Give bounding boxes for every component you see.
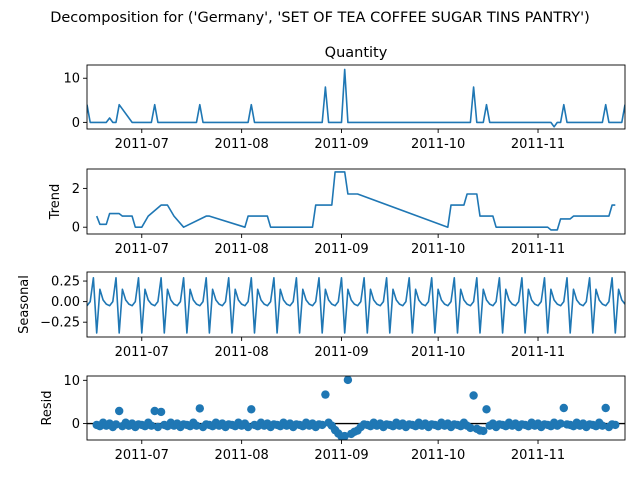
resid-subplot: 2011-07 2011-08 2011-09 2011-10 2011-11 0 10 Re… (40, 374, 626, 463)
seasonal-plot-area (87, 276, 625, 334)
resid-point (115, 406, 124, 416)
y-tick-label: 0 (72, 417, 80, 432)
trend-plot-area (95, 171, 616, 231)
x-tick-label: 2011-09 (314, 242, 368, 257)
resid-point (343, 376, 353, 385)
seasonal-series-line (87, 276, 625, 334)
resid-point (559, 403, 568, 413)
x-tick-label: 2011-08 (214, 137, 268, 152)
x-tick-label: 2011-07 (115, 242, 169, 257)
resid-point (147, 421, 156, 430)
x-tick-label: 2011-11 (511, 137, 565, 152)
seasonal-ylabel: Seasonal (17, 275, 32, 334)
x-tick-label: 2011-08 (214, 345, 268, 360)
trend-subplot: 2011-07 2011-08 2011-09 2011-10 2011-11 0 2 Tre… (48, 168, 626, 257)
resid-point (318, 420, 327, 430)
x-tick-label: 2011-10 (411, 242, 465, 257)
resid-point (156, 407, 166, 417)
y-tick-label: 0 (72, 221, 80, 236)
x-tick-label: 2011-08 (214, 448, 268, 463)
trend-series-line (95, 171, 616, 231)
y-tick-label: 10 (63, 374, 80, 389)
resid-point (340, 431, 349, 440)
resid-point (598, 421, 607, 430)
y-tick-label: 2 (72, 182, 80, 197)
resid-point (153, 422, 163, 432)
quantity-title: Quantity (325, 45, 388, 61)
x-tick-label: 2011-10 (411, 345, 465, 360)
y-tick-label: 0.00 (51, 295, 80, 310)
quantity-series-line (87, 68, 625, 128)
trend-ylabel: Trend (48, 184, 63, 221)
x-tick-label: 2011-07 (115, 448, 169, 463)
resid-point (321, 390, 330, 399)
resid-ylabel: Resid (40, 390, 55, 425)
resid-point (192, 421, 201, 430)
x-tick-label: 2011-10 (411, 137, 465, 152)
y-tick-label: 10 (63, 72, 80, 87)
resid-point (150, 406, 159, 416)
resid-point (111, 420, 121, 429)
x-tick-label: 2011-09 (314, 448, 368, 463)
resid-axes-frame (86, 375, 626, 441)
resid-point (469, 391, 478, 400)
figure-suptitle: Decomposition for ('Germany', 'SET OF TE… (50, 10, 590, 26)
resid-point (466, 423, 475, 433)
y-tick-label: 0 (72, 116, 80, 131)
seasonal-axes-frame (86, 271, 626, 338)
x-tick-label: 2011-10 (411, 448, 465, 463)
x-tick-label: 2011-07 (115, 137, 169, 152)
trend-axes-frame (86, 168, 626, 235)
x-tick-label: 2011-11 (511, 448, 565, 463)
resid-plot-area (87, 376, 625, 440)
x-tick-label: 2011-09 (314, 345, 368, 360)
quantity-axes-frame (86, 64, 626, 130)
x-tick-label: 2011-11 (511, 242, 565, 257)
resid-point (247, 405, 256, 414)
x-tick-label: 2011-07 (115, 345, 169, 360)
x-tick-label: 2011-09 (314, 137, 368, 152)
y-tick-label: 0.25 (51, 275, 80, 290)
resid-point (243, 422, 253, 432)
resid-point (479, 426, 488, 436)
resid-point (482, 405, 491, 414)
resid-point (556, 419, 565, 428)
resid-point (195, 404, 204, 413)
resid-point (601, 403, 610, 413)
quantity-plot-area (87, 68, 625, 128)
subplot-panels: 2011-07 2011-08 2011-09 2011-10 2011-11 0 10 Qu… (17, 45, 626, 463)
resid-point (611, 420, 620, 430)
x-tick-label: 2011-08 (214, 242, 268, 257)
x-tick-label: 2011-11 (511, 345, 565, 360)
seasonal-subplot: 2011-07 2011-08 2011-09 2011-10 2011-11 −0.25… (17, 271, 626, 360)
quantity-subplot: 2011-07 2011-08 2011-09 2011-10 2011-11 0 10 Qu… (63, 45, 626, 152)
y-tick-label: −0.25 (40, 316, 80, 331)
